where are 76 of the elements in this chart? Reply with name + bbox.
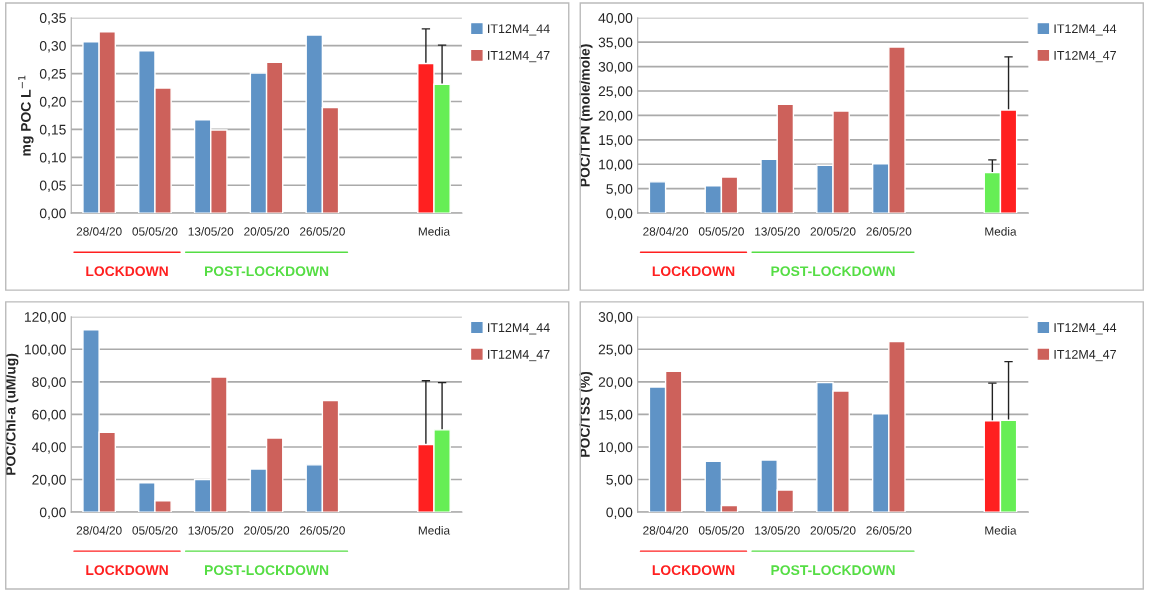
legend-label: IT12M4_47 [488, 349, 550, 362]
y-tick-label: 0,25 [39, 68, 66, 81]
legend-label: IT12M4_47 [1054, 50, 1116, 63]
x-tick-label: Media [985, 227, 1017, 236]
y-tick-label: 30,00 [598, 312, 633, 324]
text: LOCKDOWN [86, 266, 168, 277]
x-tick-label: 13/05/20 [188, 525, 234, 535]
x-tick-label: 13/05/20 [755, 227, 800, 236]
legend-label: IT12M4_44 [1054, 323, 1117, 335]
y-tick-label: 15,00 [599, 409, 633, 422]
y-tick-label: 25,00 [598, 86, 633, 98]
x-tick-label: 05/05/20 [698, 227, 744, 236]
x-tick-label: 13/05/20 [755, 525, 800, 535]
y-tick-label: 0,20 [39, 96, 66, 109]
y-tick-label: 100,00 [24, 344, 66, 357]
y-tick-label: 120,00 [24, 312, 66, 324]
y-tick-label: 0,15 [39, 124, 66, 137]
y-tick-label: 35,00 [598, 37, 633, 49]
x-tick-label: 20/05/20 [810, 227, 856, 236]
x-tick-label: 13/05/20 [188, 227, 234, 236]
legend-label: IT12M4_47 [1054, 349, 1116, 362]
x-tick-label: 28/04/20 [643, 227, 689, 236]
y-tick-label: 10,00 [599, 442, 633, 454]
x-tick-label: 26/05/20 [866, 525, 912, 535]
y-tick-label: 20,00 [598, 377, 633, 389]
x-tick-label: 05/05/20 [698, 525, 744, 535]
x-tick-label: 20/05/20 [244, 525, 290, 535]
text: POST-LOCKDOWN [205, 565, 329, 576]
x-tick-label: 26/05/20 [866, 227, 912, 236]
y-tick-label: 80,00 [32, 377, 66, 389]
y-tick-label: 60,00 [32, 409, 66, 422]
x-tick-label: 28/04/20 [76, 227, 122, 236]
x-tick-label: Media [418, 227, 451, 236]
y-tick-label: 0,00 [606, 507, 633, 519]
x-tick-label: 26/05/20 [300, 525, 345, 535]
y-tick-label: 0,00 [39, 208, 66, 220]
y-tick-label: 20,00 [32, 474, 66, 487]
y-tick-label: 20,00 [598, 110, 633, 123]
y-axis-title: mg POC L$^{−1}$ [18, 75, 34, 156]
y-tick-label: 0,00 [39, 507, 66, 519]
y-tick-label: 40,00 [598, 13, 633, 25]
x-tick-label: 05/05/20 [132, 525, 178, 535]
y-tick-label: 0,10 [39, 152, 66, 165]
y-axis-title: POC/TPN (mole/mole) [579, 44, 593, 187]
x-tick-label: Media [418, 525, 451, 535]
legend-label: IT12M4_44 [488, 24, 550, 36]
y-tick-label: 0,35 [39, 13, 66, 25]
x-tick-label: 28/04/20 [76, 525, 122, 535]
bar [648, 181, 667, 214]
text: POST-LOCKDOWN [771, 266, 895, 277]
y-axis-title: POC/Chl-a (uM/ug) [5, 353, 19, 475]
y-tick-label: 0,30 [39, 41, 66, 53]
y-tick-label: 15,00 [599, 135, 633, 147]
y-tick-label: 0,00 [606, 208, 633, 220]
text: LOCKDOWN [652, 565, 735, 576]
y-axis-title: POC/TSS (%) [579, 371, 593, 457]
text: LOCKDOWN [86, 565, 168, 576]
y-tick-label: 5,00 [606, 184, 633, 196]
y-tick-label: 30,00 [598, 61, 633, 74]
text: LOCKDOWN [652, 266, 735, 277]
x-tick-label: 20/05/20 [244, 227, 290, 236]
x-tick-label: Media [985, 525, 1017, 535]
legend-label: IT12M4_44 [488, 323, 550, 335]
y-tick-label: 5,00 [606, 474, 633, 487]
legend-label: IT12M4_44 [1054, 24, 1117, 36]
y-tick-label: 0,05 [39, 180, 66, 193]
text: POST-LOCKDOWN [205, 266, 329, 277]
x-tick-label: 05/05/20 [132, 227, 178, 236]
y-tick-label: 25,00 [598, 344, 633, 357]
legend-label: IT12M4_47 [488, 50, 550, 63]
y-tick-label: 10,00 [599, 159, 633, 172]
x-tick-label: 28/04/20 [643, 525, 689, 535]
y-tick-label: 40,00 [31, 442, 66, 454]
x-tick-label: 20/05/20 [810, 525, 856, 535]
text: POST-LOCKDOWN [771, 565, 895, 576]
x-tick-label: 26/05/20 [300, 227, 345, 236]
